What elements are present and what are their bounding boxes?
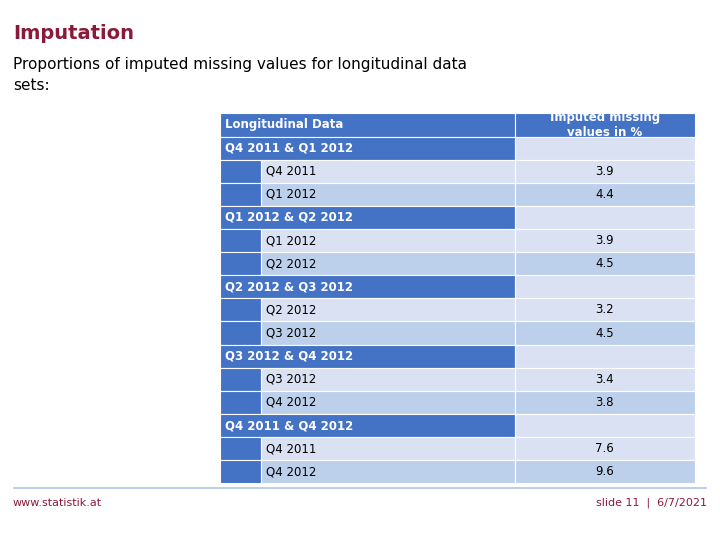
Text: 7.6: 7.6	[595, 442, 614, 455]
Text: 4.5: 4.5	[595, 327, 614, 340]
Text: Q4 2012: Q4 2012	[266, 396, 316, 409]
Text: Q3 2012: Q3 2012	[266, 373, 316, 386]
Text: www.statistik.at: www.statistik.at	[13, 498, 102, 508]
Text: 3.2: 3.2	[595, 303, 614, 316]
Text: Proportions of imputed missing values for longitudinal data
sets:: Proportions of imputed missing values fo…	[13, 57, 467, 93]
Text: Imputed missing
values in %: Imputed missing values in %	[550, 111, 660, 139]
Text: 9.6: 9.6	[595, 465, 614, 478]
Text: 3.9: 3.9	[595, 234, 614, 247]
Text: Q3 2012 & Q4 2012: Q3 2012 & Q4 2012	[225, 349, 354, 363]
Text: Q1 2012: Q1 2012	[266, 234, 316, 247]
Text: Q4 2011 & Q1 2012: Q4 2011 & Q1 2012	[225, 141, 354, 154]
Text: 3.9: 3.9	[595, 165, 614, 178]
Text: Imputation: Imputation	[13, 24, 134, 43]
Text: Q2 2012: Q2 2012	[266, 257, 316, 270]
Text: Q4 2011 & Q4 2012: Q4 2011 & Q4 2012	[225, 419, 354, 432]
Text: 4.5: 4.5	[595, 257, 614, 270]
Text: Longitudinal Data: Longitudinal Data	[225, 118, 343, 131]
Text: 3.4: 3.4	[595, 373, 614, 386]
Text: 4.4: 4.4	[595, 188, 614, 201]
Text: Q4 2011: Q4 2011	[266, 442, 316, 455]
Text: Q2 2012: Q2 2012	[266, 303, 316, 316]
Text: 3.8: 3.8	[595, 396, 614, 409]
Text: Q1 2012 & Q2 2012: Q1 2012 & Q2 2012	[225, 211, 354, 224]
Text: Q3 2012: Q3 2012	[266, 327, 316, 340]
Text: slide 11  |  6/7/2021: slide 11 | 6/7/2021	[596, 498, 707, 508]
Text: Q2 2012 & Q3 2012: Q2 2012 & Q3 2012	[225, 280, 354, 293]
Text: Q4 2012: Q4 2012	[266, 465, 316, 478]
Text: Q1 2012: Q1 2012	[266, 188, 316, 201]
Text: Q4 2011: Q4 2011	[266, 165, 316, 178]
